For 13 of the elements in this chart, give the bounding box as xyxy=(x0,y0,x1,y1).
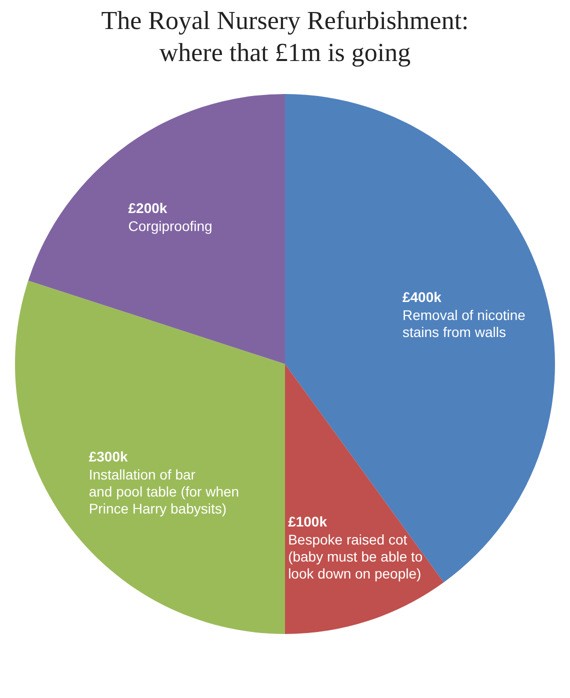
data-label: £200k xyxy=(128,200,168,216)
data-label: £400k xyxy=(402,288,442,305)
pie-slice xyxy=(285,364,444,634)
data-label: £300k xyxy=(88,448,128,465)
slice-label: Removal of nicotine stains from walls xyxy=(402,306,526,340)
chart-title: The Royal Nursery Refurbishment: where that £1m is going xyxy=(101,6,469,67)
data-label: £100k xyxy=(288,513,328,530)
slice-label: Bespoke raised cot (baby must be able to look down on people) xyxy=(288,531,423,582)
pie-slice xyxy=(285,94,554,582)
pie-slice xyxy=(16,280,285,634)
slice-label: Corgiproofing xyxy=(128,218,212,234)
slice-label: Installation of bar and pool table (for when Prince Harry babysits) xyxy=(88,466,240,517)
pie-slice xyxy=(28,94,285,364)
